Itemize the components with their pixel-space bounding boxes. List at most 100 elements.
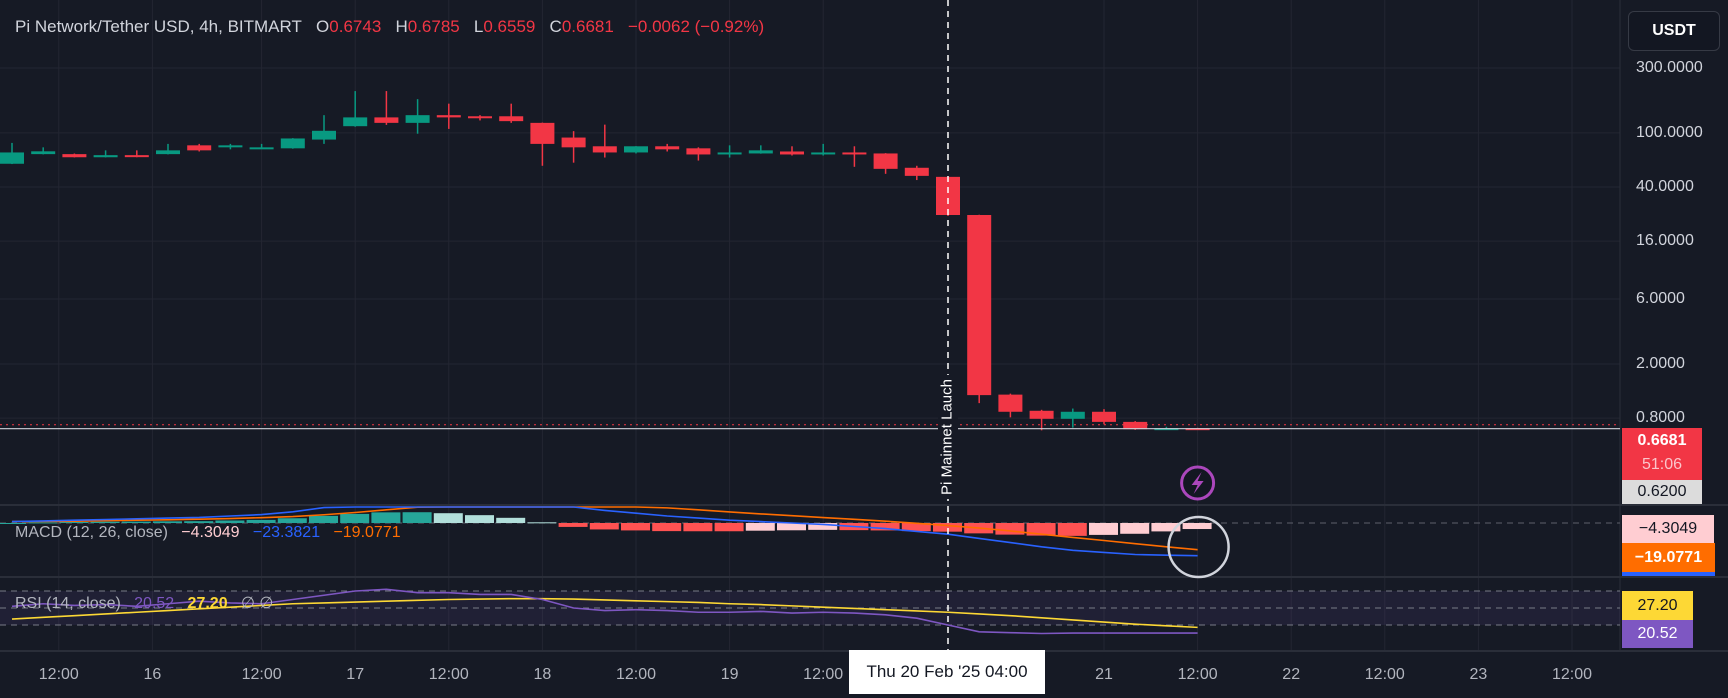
crosshair-price-tag: 0.6200 — [1622, 480, 1702, 504]
macd-histogram-bar — [215, 520, 245, 523]
high-value: 0.6785 — [407, 17, 460, 36]
price-tick-label: 40.0000 — [1636, 178, 1694, 195]
time-tick-label: 21 — [1095, 666, 1113, 683]
rsi-band — [0, 590, 1620, 626]
candle-body — [561, 137, 586, 148]
event-label: Pi Mainnet Lauch — [938, 379, 956, 495]
macd-histogram-bar — [745, 523, 775, 531]
macd-legend-label: MACD (12, 26, close) — [15, 524, 168, 541]
time-tick-label: 19 — [720, 666, 739, 683]
macd-histogram-bar — [558, 523, 588, 527]
price-tick-label: 100.0000 — [1636, 123, 1703, 141]
rsi-legend-label: RSI (14, close) — [15, 595, 121, 612]
macd-histogram-bar — [277, 518, 307, 523]
event-label-background — [938, 375, 958, 499]
currency-button[interactable]: USDT — [1628, 11, 1720, 51]
price-tick-label: 6.0000 — [1636, 290, 1685, 308]
time-tick-label: 12:00 — [803, 666, 844, 683]
time-tick-label: 12:00 — [1551, 666, 1593, 683]
time-tick-label: 12:00 — [38, 666, 79, 683]
close-label: C — [549, 17, 562, 36]
crosshair-time-label: Thu 20 Feb '25 04:00 — [849, 650, 1045, 694]
candle-body — [280, 138, 305, 149]
time-tick-label: 12:00 — [428, 666, 469, 683]
time-tick-label: 16 — [143, 666, 162, 683]
macd-hist-tag: −4.3049 — [1622, 515, 1714, 543]
close-value: 0.6681 — [561, 17, 614, 36]
time-tick-label: 12:00 — [241, 666, 282, 683]
candle-body — [686, 148, 711, 155]
candle-body — [655, 146, 680, 150]
rsi-legend-extra: ∅ ∅ — [240, 595, 274, 612]
candle-body — [31, 151, 56, 155]
candle-body — [249, 147, 274, 150]
low-value: 0.6559 — [483, 17, 536, 36]
macd-histogram-bar — [371, 512, 401, 523]
macd-histogram-bar — [808, 523, 838, 530]
macd-histogram-bar — [153, 521, 182, 523]
time-tick-label: 22 — [1282, 666, 1301, 683]
candle-body — [436, 115, 461, 118]
candle-body — [93, 155, 118, 158]
highlight-circle — [1167, 515, 1230, 579]
macd-histogram-bar — [870, 523, 900, 531]
candle-body — [499, 116, 524, 122]
candle-body — [936, 176, 960, 216]
macd-histogram-bar — [28, 522, 58, 524]
macd-histogram-bar — [621, 523, 650, 531]
candle-body — [842, 152, 867, 155]
lightning-bolt-icon — [1191, 472, 1204, 494]
macd-histogram-bar — [714, 523, 744, 532]
macd-histogram-bar — [1120, 523, 1150, 534]
macd-histogram-bar — [527, 522, 557, 524]
macd-histogram-bar — [121, 521, 151, 523]
change-value: −0.0062 (−0.92%) — [628, 17, 765, 36]
macd-histogram-bar — [465, 515, 494, 523]
macd-histogram-bar — [402, 512, 432, 523]
macd-histogram-bar — [995, 523, 1025, 535]
macd-histogram-bar — [1089, 523, 1118, 535]
macd-signal-tag: −19.0771 — [1622, 543, 1715, 576]
rsi-line — [11, 588, 1198, 635]
candles — [0, 91, 1210, 431]
high-label: H — [395, 17, 408, 36]
rsi-ma-line — [11, 597, 1198, 629]
macd-histogram-bar — [59, 522, 89, 524]
low-label: L — [473, 17, 484, 36]
candle-body — [187, 145, 212, 151]
macd-legend-hist: −4.3049 — [181, 524, 240, 541]
time-tick-label: 23 — [1469, 666, 1488, 683]
macd-legend[interactable]: MACD (12, 26, close) −4.3049 −23.3821 −1… — [15, 524, 401, 542]
macd-histogram-bar — [652, 523, 682, 532]
macd-histogram-bar — [1182, 523, 1212, 530]
candle-body — [343, 117, 368, 127]
macd-histogram-bar — [933, 523, 962, 532]
bar-countdown: 51:06 — [1641, 456, 1683, 473]
macd-histogram-bar — [1057, 523, 1087, 536]
macd-histogram-bar — [683, 523, 713, 532]
candle-body — [1029, 410, 1054, 419]
candle-body — [624, 146, 648, 153]
macd-histogram-bar — [901, 523, 931, 532]
macd-histogram-bar — [340, 513, 370, 523]
rsi-tag: 20.52 — [1622, 620, 1693, 648]
macd-signal-line — [11, 506, 1198, 551]
last-price-tag: 0.6681 51:06 — [1622, 428, 1702, 480]
price-tick-label: 2.0000 — [1636, 354, 1685, 372]
candle-body — [1060, 411, 1085, 419]
rsi-legend[interactable]: RSI (14, close) 20.52 27.20 ∅ ∅ — [15, 593, 273, 613]
macd-line — [11, 506, 1198, 557]
last-price: 0.6681 — [1637, 432, 1687, 449]
macd-histogram-bar — [777, 523, 806, 531]
chart-header: Pi Network/Tether USD, 4h, BITMART O0.67… — [15, 17, 764, 37]
candle-body — [0, 152, 24, 164]
candle-body — [873, 153, 898, 169]
candle-body — [156, 150, 180, 155]
time-tick-label: 12:00 — [1364, 666, 1405, 683]
candle-body — [811, 152, 836, 155]
macd-histogram-bar — [1026, 523, 1056, 536]
macd-histogram-bar — [1151, 523, 1181, 532]
candle-body — [967, 215, 992, 396]
overlay — [0, 0, 1620, 651]
